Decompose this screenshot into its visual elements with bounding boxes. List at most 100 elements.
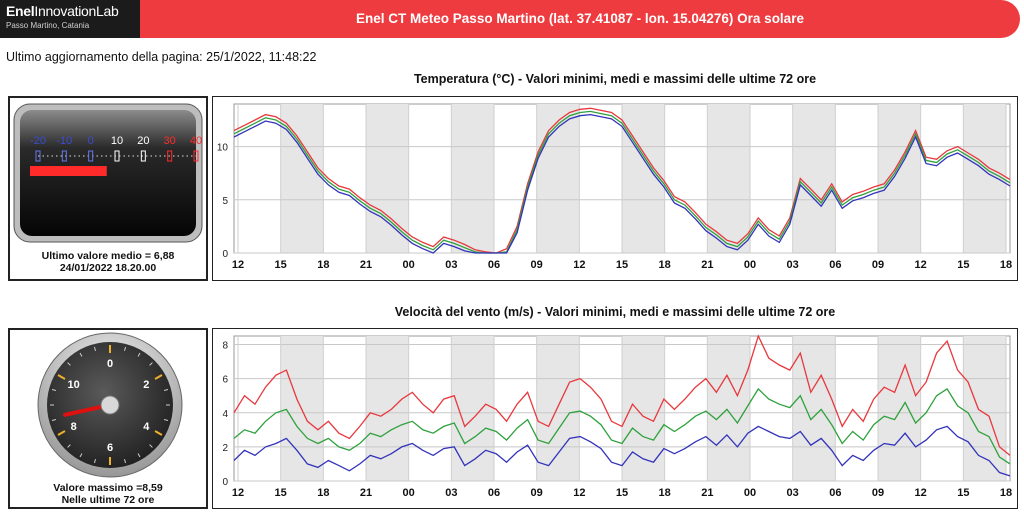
temperature-grid-band (878, 104, 921, 253)
header-banner: Enel CT Meteo Passo Martino (lat. 37.410… (140, 0, 1020, 38)
wind-dial-tick (79, 453, 83, 458)
temperature-scale-tick (114, 150, 120, 162)
enel-logo: EnelInnovationLab Passo Martino, Catania (0, 0, 140, 38)
temperature-xtick-label: 15 (616, 259, 628, 271)
temperature-grid-band (792, 104, 836, 253)
wind-dial-tick (79, 352, 83, 357)
temperature-xtick-label: 21 (360, 259, 372, 271)
wind-grid-band (963, 336, 1006, 481)
temperature-xtick-label: 06 (829, 259, 841, 271)
temperature-grid-band (366, 104, 409, 253)
wind-ytick-label: 4 (222, 409, 228, 420)
wind-dial-tick (51, 388, 57, 391)
wind-xtick-label: 00 (403, 487, 415, 499)
temperature-scale-label: -20 (30, 135, 46, 147)
temperature-scale-tick (193, 150, 199, 162)
wind-dial-label: 6 (107, 442, 113, 454)
wind-grid-band (451, 336, 494, 481)
wind-ytick-label: 0 (222, 477, 228, 488)
page-header: EnelInnovationLab Passo Martino, Catania… (0, 0, 1024, 38)
wind-dial: 0 2 4 6 8 10 (37, 332, 183, 478)
temperature-scale-tick (88, 150, 94, 162)
temperature-scale-label: 30 (164, 135, 176, 147)
wind-ytick-label: 8 (222, 341, 228, 352)
wind-grid-band (878, 336, 921, 481)
wind-xtick-label: 15 (616, 487, 628, 499)
temperature-xtick-label: 09 (531, 259, 543, 271)
temperature-scale-tick (167, 150, 173, 162)
wind-dial-hub (100, 395, 120, 415)
wind-dial-tick (51, 419, 57, 422)
wind-dial-tick (163, 388, 169, 391)
wind-dial-label: 2 (143, 379, 149, 391)
wind-caption-value: Valore massimo =8,59 (53, 482, 163, 494)
wind-xtick-label: 12 (232, 487, 244, 499)
wind-series-mid-line (233, 387, 1011, 465)
temperature-caption-value: Ultimo valore medio = 6,88 (41, 250, 175, 262)
temperature-gauge-face (20, 110, 196, 236)
wind-grid-band (707, 336, 750, 481)
logo-brand-strong: Enel (6, 3, 35, 19)
wind-ytick-label: 6 (222, 375, 228, 386)
wind-dial-label: 4 (143, 421, 150, 433)
temperature-scale-tick (61, 150, 67, 162)
wind-xtick-label: 21 (701, 487, 713, 499)
wind-xtick-label: 15 (275, 487, 287, 499)
wind-chart-title: Velocità del vento (m/s) - Valori minimi… (394, 305, 836, 319)
wind-series-max-line (233, 334, 1011, 456)
wind-xtick-label: 09 (872, 487, 884, 499)
wind-ytick-label: 2 (222, 443, 228, 454)
temperature-series-max-line (233, 107, 1011, 254)
temperature-xtick-label: 12 (915, 259, 927, 271)
temperature-scale-label: -10 (56, 135, 72, 147)
wind-xtick-label: 12 (915, 487, 927, 499)
wind-xtick-label: 18 (1000, 487, 1012, 499)
wind-dial-tick (57, 374, 66, 380)
wind-xtick-label: 18 (317, 487, 329, 499)
wind-dial-tick (67, 362, 71, 366)
wind-xtick-label: 09 (531, 487, 543, 499)
temperature-xtick-label: 03 (445, 259, 457, 271)
wind-dial-tick (154, 374, 163, 380)
temperature-xtick-label: 06 (488, 259, 500, 271)
temperature-xtick-label: 15 (957, 259, 969, 271)
temperature-ytick-label: 0 (222, 249, 228, 260)
page-title: Enel CT Meteo Passo Martino (lat. 37.410… (356, 11, 804, 26)
wind-dial-tick (93, 458, 96, 464)
temperature-xtick-label: 15 (275, 259, 287, 271)
temperature-xtick-label: 00 (403, 259, 415, 271)
wind-dial-tick (149, 444, 153, 448)
wind-xtick-label: 06 (488, 487, 500, 499)
wind-dial-tick (93, 346, 96, 352)
temperature-xtick-label: 03 (787, 259, 799, 271)
wind-dial-tick (124, 346, 127, 352)
temperature-scale-label: 10 (111, 135, 123, 147)
temperature-scale-label: 0 (88, 135, 94, 147)
wind-dial-tick (124, 458, 127, 464)
wind-caption-period: Nelle ultime 72 ore (61, 494, 155, 506)
temperature-xtick-label: 18 (1000, 259, 1012, 271)
temperature-grid-band (536, 104, 580, 253)
wind-dial-tick (137, 352, 141, 357)
wind-xtick-label: 03 (787, 487, 799, 499)
wind-dial-tick (163, 419, 169, 422)
wind-xtick-label: 06 (829, 487, 841, 499)
temperature-scale-label: 20 (137, 135, 149, 147)
wind-grid-band (366, 336, 409, 481)
wind-dial-tick (154, 430, 163, 436)
wind-xtick-label: 18 (659, 487, 671, 499)
wind-xtick-label: 00 (744, 487, 756, 499)
last-update-text: Ultimo aggiornamento della pagina: 25/1/… (6, 50, 317, 64)
temperature-xtick-label: 18 (317, 259, 329, 271)
temperature-xtick-label: 12 (573, 259, 585, 271)
wind-xtick-label: 21 (360, 487, 372, 499)
temperature-caption-time: 24/01/2022 18.20.00 (59, 262, 157, 274)
temperature-scale-tick (140, 150, 146, 162)
temperature-xtick-label: 21 (701, 259, 713, 271)
temperature-xtick-label: 12 (232, 259, 244, 271)
temperature-line-chart: 0 5 10 12 15 18 21 00 03 06 09 12 15 18 21 00 03 06 09 12 15… (212, 96, 1018, 281)
logo-brand-light: InnovationLab (34, 3, 119, 19)
temperature-grid-band (622, 104, 665, 253)
wind-dial-tick (57, 430, 66, 436)
temperature-grid-band (451, 104, 494, 253)
